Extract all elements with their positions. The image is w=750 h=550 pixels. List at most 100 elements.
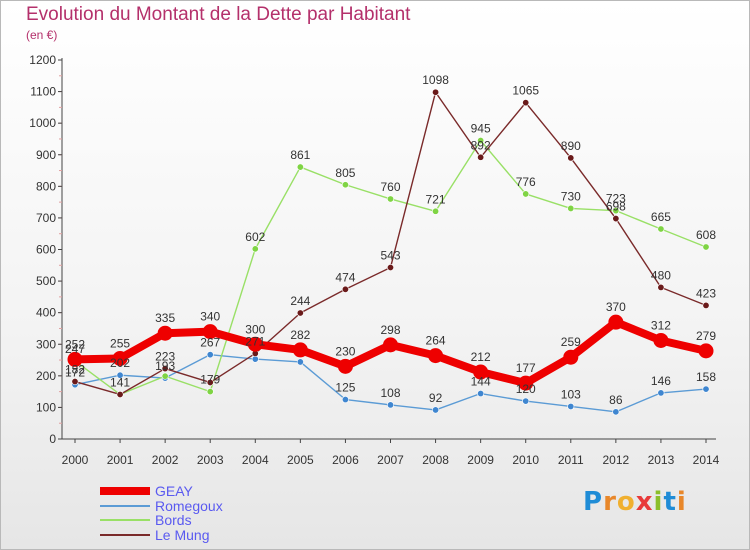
data-point-romegoux xyxy=(432,406,440,414)
x-tick-label: 2012 xyxy=(603,453,630,467)
x-tick-label: 2008 xyxy=(422,453,449,467)
data-point-romegoux xyxy=(657,389,665,397)
data-label-romegoux: 158 xyxy=(696,370,716,384)
data-label-bords: 861 xyxy=(290,148,310,162)
data-point-geay xyxy=(698,343,714,359)
data-point-geay xyxy=(67,351,83,367)
y-tick-label: 100 xyxy=(36,400,56,414)
y-tick-label: 400 xyxy=(36,306,56,320)
data-point-le-mung xyxy=(522,99,530,107)
legend-label-le-mung: Le Mung xyxy=(155,526,210,543)
x-tick-label: 2001 xyxy=(107,453,134,467)
data-point-geay xyxy=(112,350,128,366)
data-label-le-mung: 890 xyxy=(561,139,581,153)
data-point-le-mung xyxy=(567,154,575,162)
data-point-geay xyxy=(473,364,489,380)
data-point-romegoux xyxy=(612,408,620,416)
data-point-romegoux xyxy=(567,402,575,410)
data-point-le-mung xyxy=(71,378,79,386)
data-point-geay xyxy=(608,314,624,330)
data-point-geay xyxy=(563,349,579,365)
data-label-le-mung: 271 xyxy=(245,334,265,348)
data-label-geay: 300 xyxy=(245,322,265,336)
y-tick-label: 1200 xyxy=(29,53,56,67)
data-point-romegoux xyxy=(206,351,214,359)
data-label-bords: 608 xyxy=(696,228,716,242)
data-label-romegoux: 267 xyxy=(200,336,220,350)
chart-unit-label: (en €) xyxy=(26,28,58,42)
y-tick-label: 0 xyxy=(49,432,56,446)
data-label-romegoux: 92 xyxy=(429,391,443,405)
data-point-romegoux xyxy=(116,371,124,379)
data-label-bords: 665 xyxy=(651,210,671,224)
data-label-le-mung: 543 xyxy=(380,249,400,263)
data-label-romegoux: 144 xyxy=(471,375,491,389)
legend-swatch-romegoux xyxy=(100,504,150,507)
data-point-geay xyxy=(518,375,534,391)
data-label-geay: 340 xyxy=(200,310,220,324)
data-point-bords xyxy=(567,204,575,212)
data-label-le-mung: 1065 xyxy=(512,84,539,98)
data-point-bords xyxy=(386,195,394,203)
x-tick-label: 2000 xyxy=(62,453,89,467)
data-point-romegoux xyxy=(702,385,710,393)
y-tick-label: 1100 xyxy=(30,85,56,99)
data-point-le-mung xyxy=(296,309,304,317)
data-label-geay: 177 xyxy=(516,361,536,375)
data-label-bords: 805 xyxy=(335,166,355,180)
data-point-geay xyxy=(247,336,263,352)
y-tick-label: 600 xyxy=(36,243,56,257)
data-label-geay: 279 xyxy=(696,329,716,343)
data-point-bords xyxy=(432,207,440,215)
legend-label-romegoux: Romegoux xyxy=(155,497,223,514)
y-tick-label: 1000 xyxy=(29,116,56,130)
data-label-geay: 255 xyxy=(110,336,130,350)
data-label-le-mung: 182 xyxy=(65,363,85,377)
x-tick-label: 2003 xyxy=(197,453,224,467)
y-tick-label: 700 xyxy=(36,211,56,225)
data-label-bords: 730 xyxy=(561,189,581,203)
data-point-geay xyxy=(337,358,353,374)
data-label-le-mung: 474 xyxy=(335,270,355,284)
y-tick-label: 500 xyxy=(36,274,56,288)
data-label-le-mung: 698 xyxy=(606,200,626,214)
x-tick-label: 2011 xyxy=(558,453,584,467)
data-label-geay: 230 xyxy=(335,344,355,358)
data-label-geay: 370 xyxy=(606,300,626,314)
legend-label-geay: GEAY xyxy=(155,483,193,499)
legend-label-bords: Bords xyxy=(155,512,192,528)
data-label-romegoux: 193 xyxy=(155,359,175,373)
x-tick-label: 2009 xyxy=(467,453,494,467)
data-point-bords xyxy=(341,181,349,189)
data-label-bords: 179 xyxy=(200,373,220,387)
data-point-bords xyxy=(477,137,485,145)
data-label-romegoux: 120 xyxy=(516,382,536,396)
data-label-geay: 212 xyxy=(471,350,491,364)
data-label-le-mung: 480 xyxy=(651,268,671,282)
x-tick-label: 2013 xyxy=(648,453,675,467)
data-point-geay xyxy=(383,337,398,353)
data-label-bords: 776 xyxy=(516,175,536,189)
data-label-geay: 335 xyxy=(155,311,175,325)
data-point-romegoux xyxy=(522,397,530,405)
data-label-le-mung: 423 xyxy=(696,286,716,300)
legend-swatch-bords xyxy=(100,519,150,521)
data-point-bords xyxy=(612,207,620,215)
data-point-le-mung xyxy=(341,285,349,293)
y-tick-label: 800 xyxy=(36,179,56,193)
legend-swatch-le-mung xyxy=(100,533,150,536)
data-point-le-mung xyxy=(657,283,665,291)
data-point-le-mung xyxy=(702,301,710,309)
data-point-geay xyxy=(157,325,173,341)
data-label-bords: 141 xyxy=(110,375,130,389)
data-point-le-mung xyxy=(477,153,485,161)
y-tick-label: 900 xyxy=(36,148,56,162)
data-point-geay xyxy=(292,342,308,358)
data-point-bords xyxy=(296,163,304,171)
data-label-bords: 723 xyxy=(606,192,626,206)
data-label-romegoux: 202 xyxy=(110,356,130,370)
data-point-bords xyxy=(161,372,169,380)
data-label-le-mung: 223 xyxy=(155,350,175,364)
x-tick-label: 2007 xyxy=(377,453,404,467)
